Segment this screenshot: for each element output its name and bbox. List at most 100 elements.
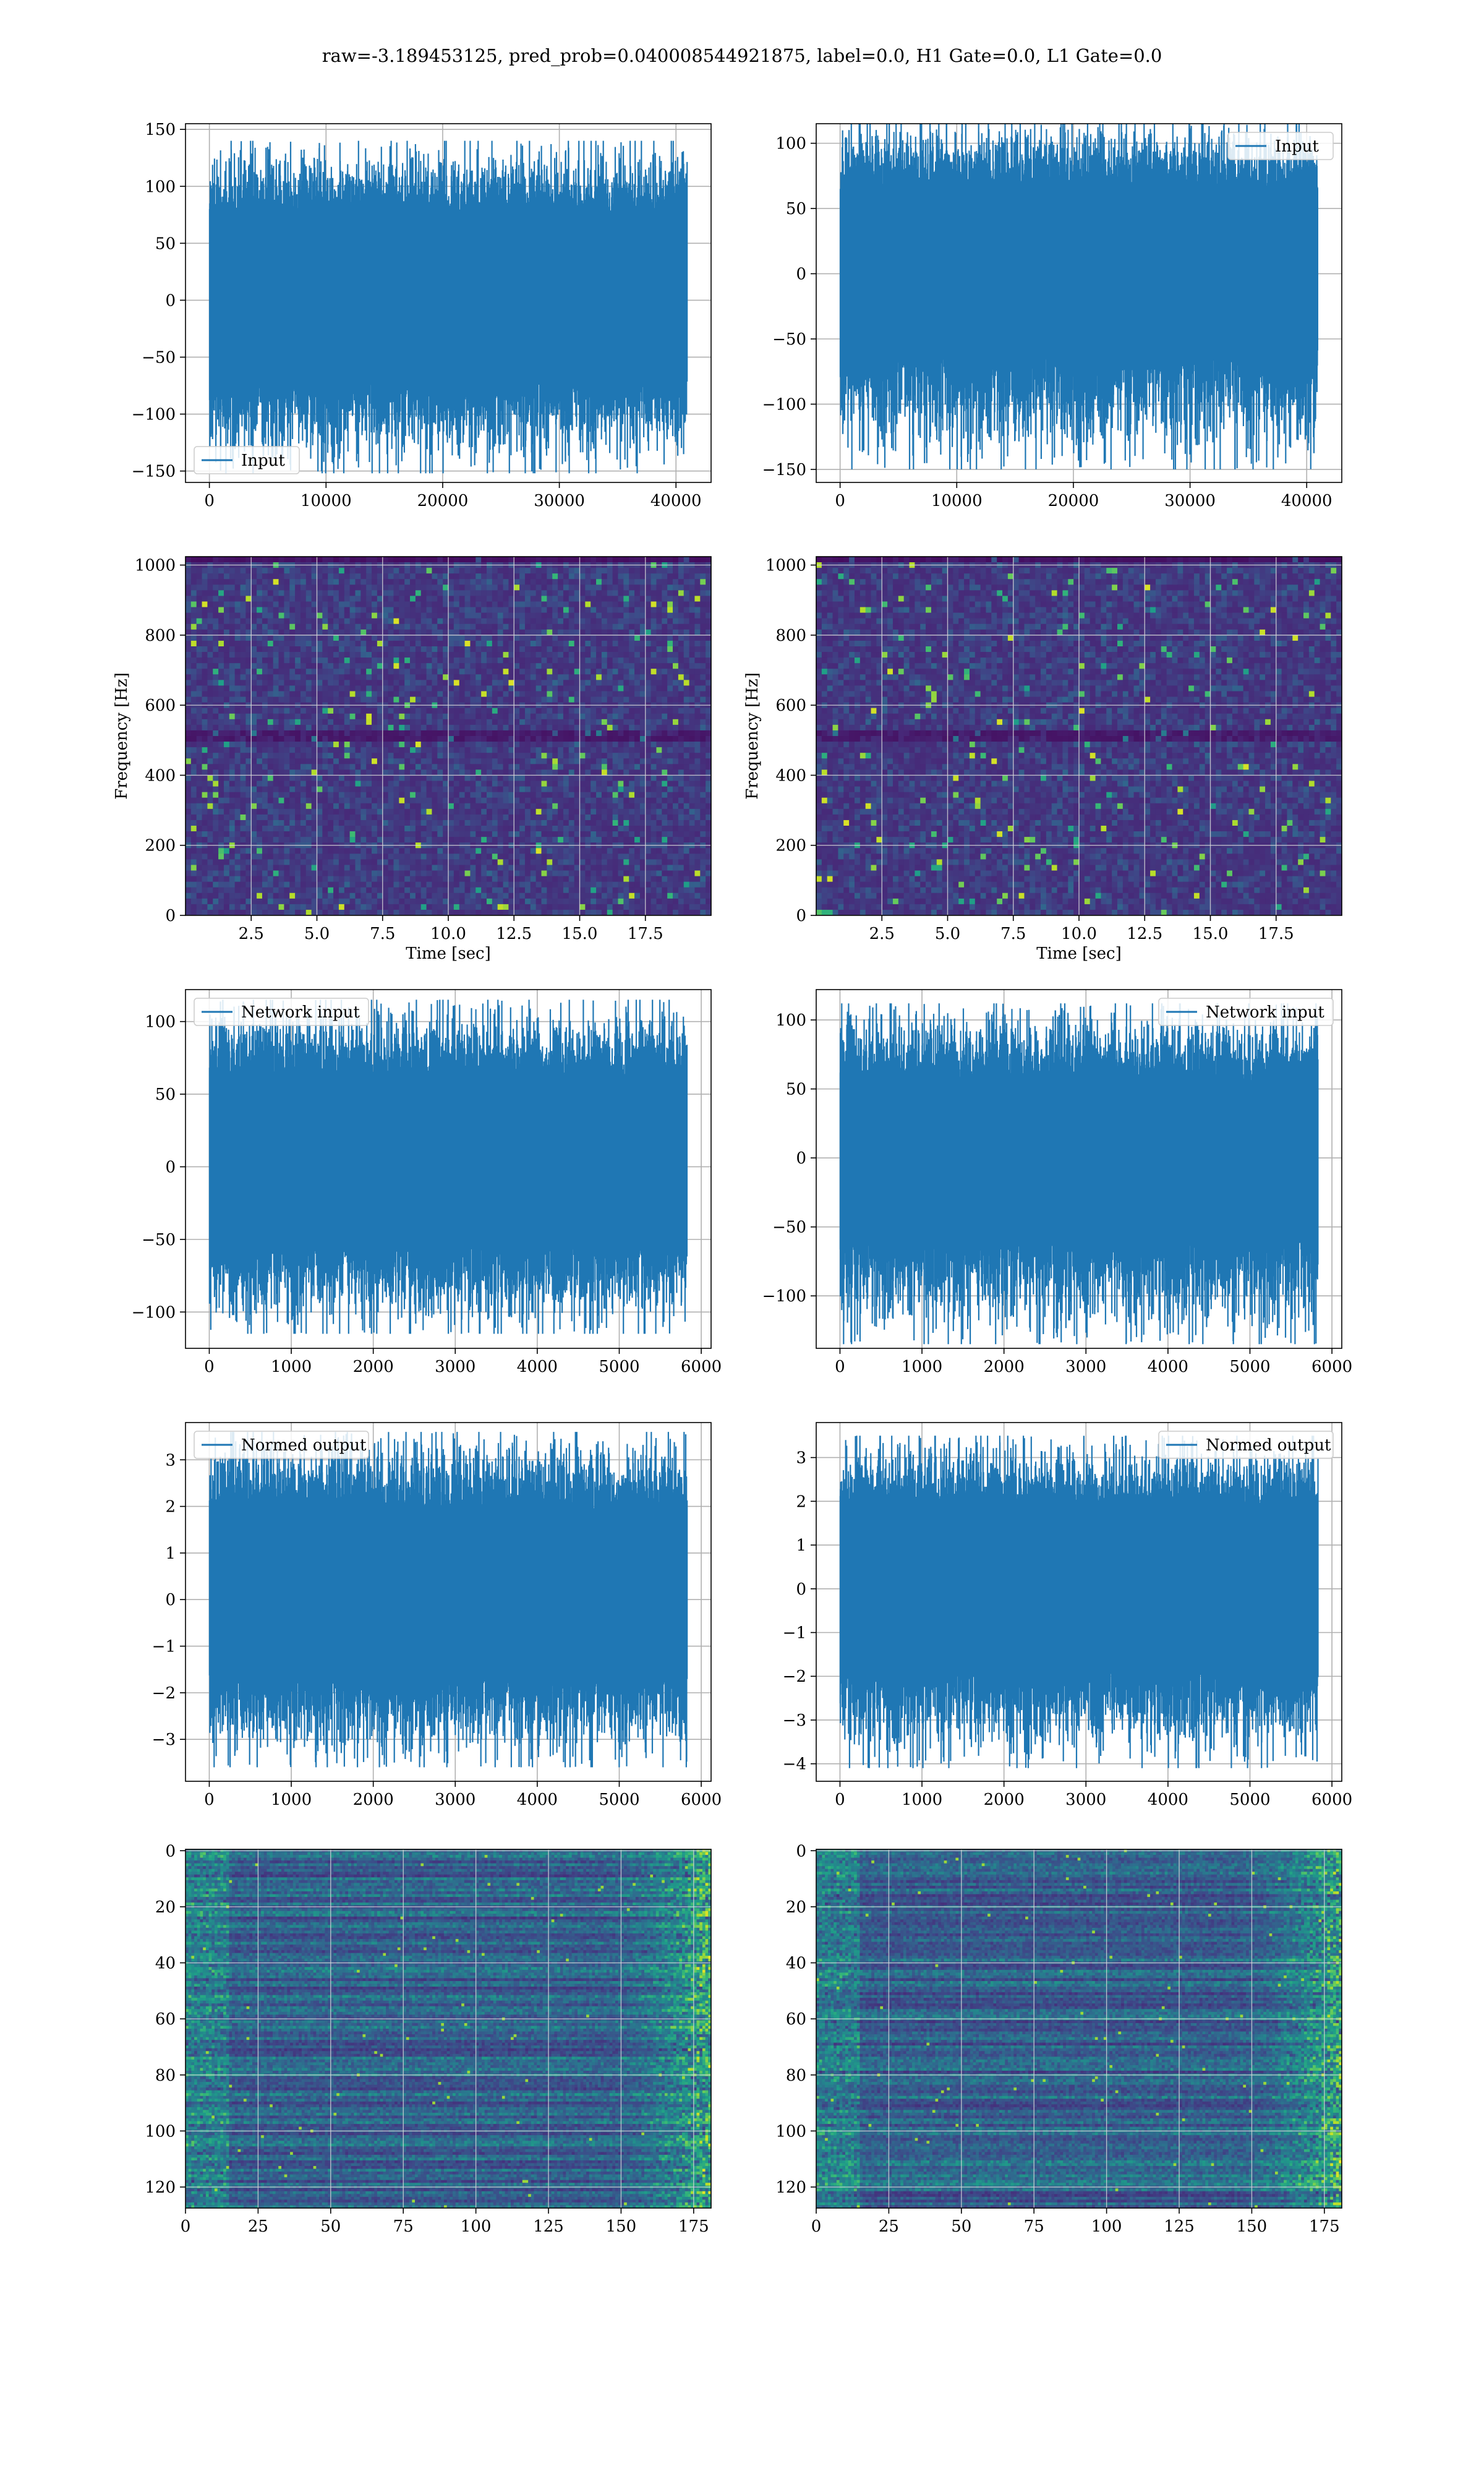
heatmap-cell [284,635,290,641]
heatmap-cell [284,797,290,804]
heatmap-cell [196,708,203,714]
heatmap-cell [410,635,416,641]
heatmap-cell [317,713,323,720]
heatmap-cell [349,808,356,815]
heatmap-cell [524,719,531,726]
heatmap-cell [388,663,394,669]
heatmap-cell [399,652,405,658]
heatmap-cell [519,652,526,658]
heatmap-cell [486,747,493,753]
heatmap-cell [535,769,542,776]
heatmap-cell [673,797,679,804]
heatmap-cell [443,618,449,625]
heatmap-cell [338,736,345,742]
heatmap-cell [234,573,241,580]
heatmap-cell [410,724,416,731]
heatmap-cell [207,736,213,742]
heatmap-cell [459,719,466,726]
heatmap-cell [202,646,208,653]
heatmap-cell [284,747,290,753]
heatmap-cell [623,769,629,776]
heatmap-cell [410,674,416,680]
heatmap-cell [262,612,268,619]
heatmap-cell [437,601,443,608]
heatmap-cell [503,814,509,821]
heatmap-cell [355,691,361,698]
heatmap-cell [492,724,498,731]
heatmap-cell [289,826,296,832]
heatmap-cell [524,747,531,753]
heatmap-cell [245,719,252,726]
heatmap-cell [656,640,662,647]
heatmap-cell [568,736,575,742]
heatmap-cell [229,814,236,821]
heatmap-cell [415,629,422,636]
heatmap-cell [240,724,246,731]
heatmap-cell [470,663,476,669]
heatmap-cell [190,674,197,680]
heatmap-cell [524,635,531,641]
heatmap-cell [240,640,246,647]
heatmap-cell [317,814,323,821]
heatmap-cell [344,557,351,563]
heatmap-cell [689,797,696,804]
heatmap-cell [234,607,241,614]
heatmap-cell [404,775,411,782]
heatmap-cell [601,820,608,826]
heatmap-cell [645,696,652,703]
heatmap-cell [218,596,224,602]
heatmap-cell [317,623,323,630]
heatmap-cell [426,764,433,770]
heatmap-cell [530,826,537,832]
heatmap-cell [535,764,542,770]
heatmap-cell [481,803,487,810]
heatmap-cell [547,629,553,636]
heatmap-cell [585,573,591,580]
heatmap-cell [503,584,509,591]
heatmap-cell [278,826,284,832]
heatmap-cell [437,797,443,804]
heatmap-cell [552,579,558,585]
heatmap-cell [524,579,531,585]
heatmap-cell [591,758,597,764]
heatmap-cell [432,584,438,591]
heatmap-cell [568,601,575,608]
heatmap-cell [245,596,252,602]
heatmap-cell [295,663,301,669]
heatmap-cell [278,814,284,821]
heatmap-cell [634,635,641,641]
heatmap-cell [508,640,514,647]
heatmap-cell [607,808,613,815]
heatmap-cell [706,596,711,602]
heatmap-cell [459,758,466,764]
heatmap-cell [262,607,268,614]
heatmap-cell [673,758,679,764]
heatmap-cell [213,786,219,793]
heatmap-cell [311,775,318,782]
heatmap-cell [377,696,383,703]
heatmap-cell [393,837,399,843]
heatmap-cell [388,792,394,798]
heatmap-cell [393,635,399,641]
heatmap-cell [574,640,581,647]
heatmap-cell [508,696,514,703]
heatmap-cell [349,590,356,597]
heatmap-cell [612,736,619,742]
heatmap-cell [443,736,449,742]
heatmap-cell [645,742,652,748]
heatmap-cell [278,612,284,619]
heatmap-cell [333,607,339,614]
heatmap-cell [645,590,652,597]
heatmap-cell [388,696,394,703]
heatmap-cell [519,584,526,591]
heatmap-cell [470,623,476,630]
heatmap-cell [667,753,673,759]
heatmap-cell [601,623,608,630]
heatmap-cell [234,764,241,770]
heatmap-cell [558,724,564,731]
heatmap-cell [673,674,679,680]
heatmap-cell [278,663,284,669]
heatmap-cell [432,646,438,653]
heatmap-cell [289,579,296,585]
heatmap-cell [366,808,372,815]
